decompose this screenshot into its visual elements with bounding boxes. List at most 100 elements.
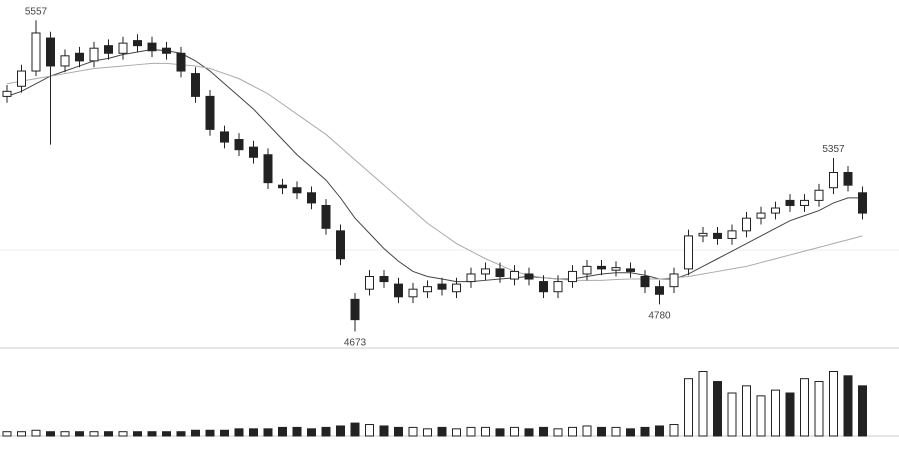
candle-body [843, 172, 853, 186]
volume-bar [466, 426, 476, 437]
volume-bar [771, 389, 780, 437]
candle-body [466, 273, 476, 283]
price-annotation: 5557 [25, 6, 48, 17]
candle-body [2, 90, 12, 97]
candle-body [205, 95, 215, 130]
volume-bar [684, 378, 693, 437]
candle-body [336, 230, 345, 260]
volume-bar [336, 425, 345, 437]
candle-body [568, 270, 577, 283]
volume-bar [278, 426, 287, 437]
volume-bar [379, 425, 389, 437]
volume-bar [524, 428, 534, 437]
candle-body [75, 52, 84, 62]
candle-body [31, 32, 41, 72]
candle-body [510, 270, 519, 280]
price-annotation: 4780 [648, 310, 671, 321]
candle-body [104, 45, 113, 54]
candle-body [727, 230, 737, 239]
candle-body [742, 217, 751, 232]
candle-body [597, 265, 606, 270]
candle-body [698, 232, 708, 237]
volume-bar [481, 426, 490, 437]
volume-bar [727, 392, 737, 437]
candle-body [89, 47, 99, 62]
candle-body [191, 73, 200, 97]
candle-body [611, 267, 621, 271]
candle-body [713, 232, 722, 239]
volume-bar [394, 426, 403, 437]
candle-body [292, 187, 302, 194]
candle-body [350, 298, 360, 321]
volume-bar [176, 431, 186, 437]
candle-body [278, 184, 287, 189]
candle-body [423, 286, 432, 293]
volume-bar [31, 429, 41, 437]
candle-body [17, 70, 26, 87]
moving-average-line [6, 48, 863, 283]
candle-body [408, 288, 418, 298]
volume-bar [742, 385, 751, 437]
volume-bar [365, 424, 374, 437]
price-annotation: 5357 [822, 144, 845, 155]
candle-body [756, 212, 766, 219]
volume-bar [46, 431, 55, 437]
volume-bar [75, 431, 84, 437]
volume-bar [626, 428, 635, 437]
volume-bar [423, 428, 432, 437]
candle-body [524, 273, 534, 280]
candle-body [437, 283, 447, 290]
volume-bar [597, 426, 606, 437]
volume-bar [162, 431, 171, 437]
candle-body [539, 281, 548, 293]
candle-body [220, 131, 229, 143]
volume-bar [698, 371, 708, 437]
candle-body [162, 47, 171, 54]
candle-body [785, 199, 795, 206]
candle-body [379, 276, 389, 283]
volume-bar [785, 392, 795, 437]
volume-bar [858, 385, 867, 437]
candle-body [553, 281, 563, 293]
volume-bar [147, 431, 157, 437]
volume-bar [350, 422, 360, 437]
volume-bar [800, 378, 809, 437]
candle-body [147, 42, 157, 52]
volume-bar [611, 426, 621, 437]
candle-body [321, 204, 331, 229]
candle-body [263, 154, 273, 184]
volume-bar [756, 395, 766, 437]
volume-bar [640, 426, 650, 437]
volume-bar [553, 428, 563, 437]
candle-body [829, 172, 838, 189]
volume-bar [133, 431, 142, 437]
price-annotation: 4673 [344, 338, 367, 349]
candle-body [582, 265, 592, 275]
candle-body [669, 273, 679, 288]
volume-bar [510, 426, 519, 437]
volume-bar [814, 381, 824, 437]
candle-body [684, 235, 693, 270]
volume-bar [2, 431, 12, 437]
volume-bar [263, 428, 273, 437]
candle-body [655, 286, 664, 295]
volume-bar [234, 428, 244, 437]
volume-bar [118, 431, 128, 437]
volume-bar [321, 426, 331, 437]
candle-body [307, 192, 316, 204]
volume-bar [60, 431, 70, 437]
volume-bar [655, 425, 664, 437]
volume-bar [568, 426, 577, 437]
candle-body [452, 283, 461, 293]
volume-bar [437, 426, 447, 437]
volume-bar [249, 428, 258, 437]
volume-bar [843, 375, 853, 437]
volume-bar [89, 431, 99, 437]
candle-body [800, 199, 809, 206]
volume-bar [205, 429, 215, 437]
candle-body [118, 42, 128, 54]
candle-body [365, 276, 374, 290]
volume-bar [104, 431, 113, 437]
volume-bar [220, 429, 229, 437]
